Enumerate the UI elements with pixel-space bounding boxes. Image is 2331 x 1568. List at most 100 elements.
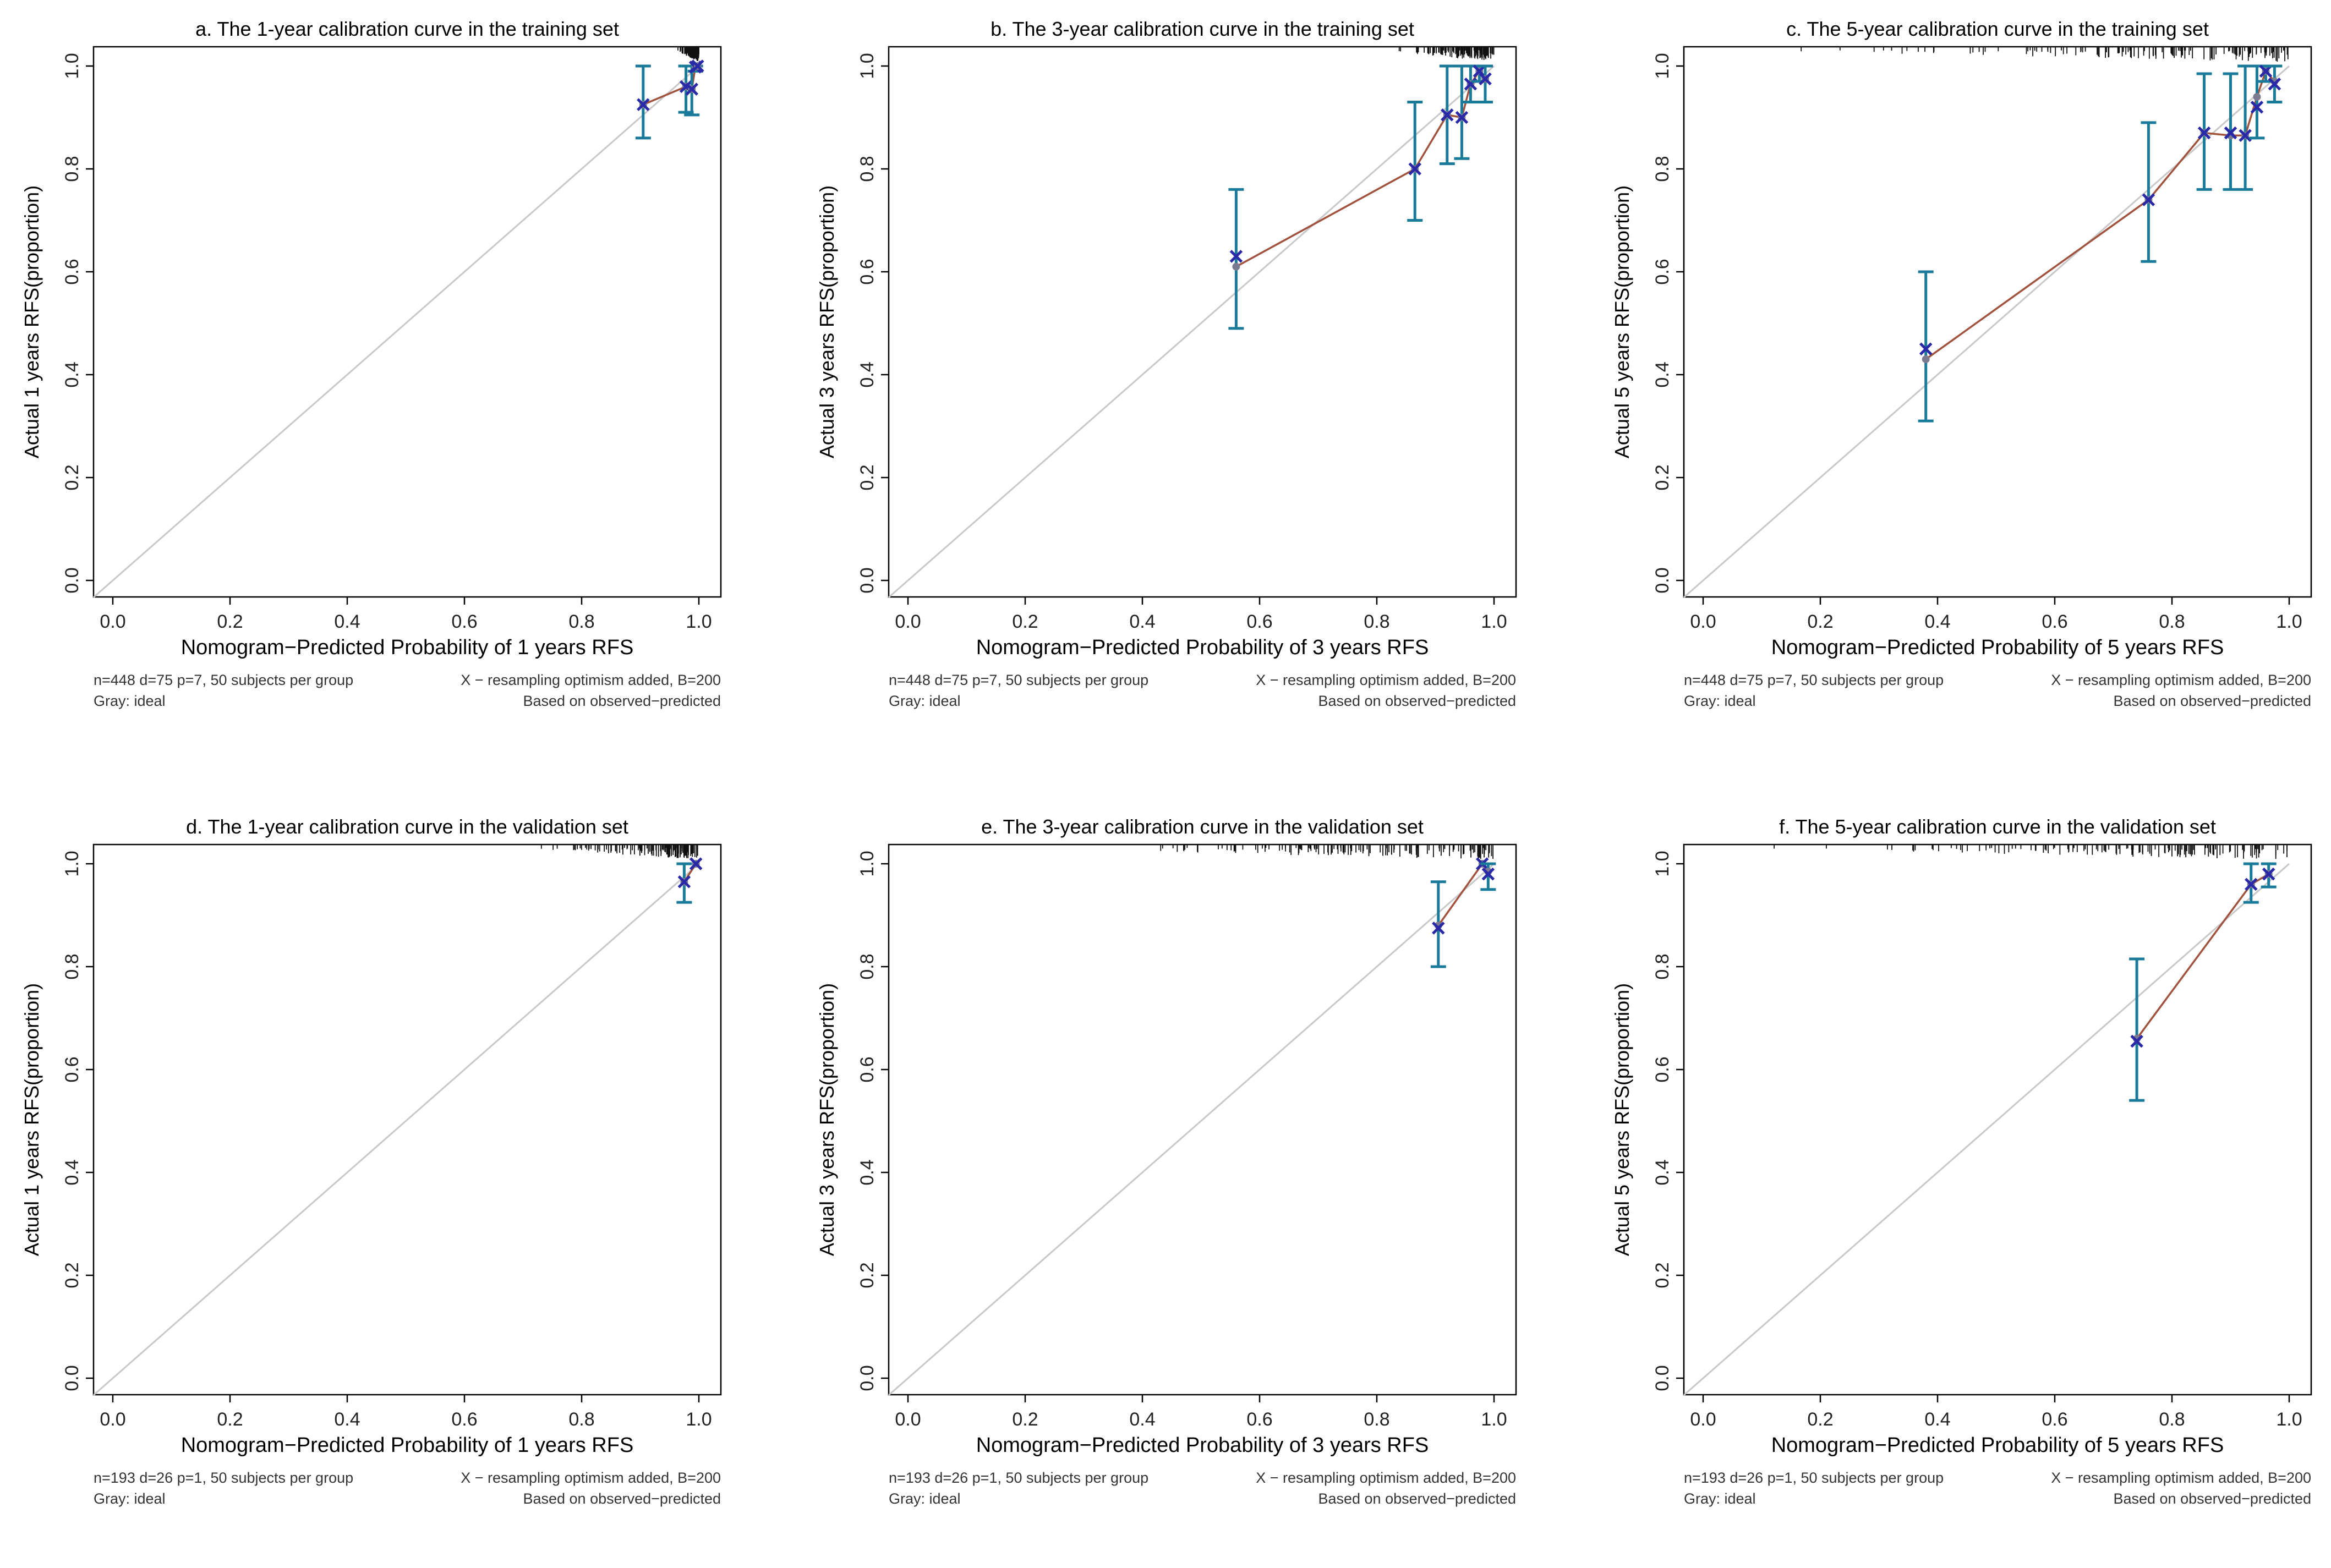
x-axis-label: Nomogram−Predicted Probability of 1 year… — [181, 636, 634, 659]
calibration-chart: f. The 5-year calibration curve in the v… — [1611, 815, 2312, 1507]
x-tick-label: 0.6 — [2042, 1409, 2067, 1430]
calibration-footnote: X − resampling optimism added, B=200 — [461, 1470, 721, 1486]
x-tick-label: 0.4 — [334, 611, 360, 632]
y-tick-label: 0.0 — [62, 1365, 83, 1391]
x-tick-label: 1.0 — [686, 1409, 712, 1430]
bias-corrected-marker — [2245, 878, 2258, 891]
y-axis-label: Actual 1 years RFS(proportion) — [20, 983, 43, 1256]
bias-corrected-marker — [2142, 193, 2155, 206]
bias-corrected-marker — [1441, 108, 1454, 122]
y-tick-label: 0.8 — [857, 953, 878, 979]
y-tick-label: 0.2 — [857, 1262, 878, 1288]
calibration-panel: e. The 3-year calibration curve in the v… — [795, 798, 1593, 1524]
ideal-line — [1683, 65, 2290, 598]
x-tick-label: 0.2 — [217, 611, 243, 632]
ideal-line — [888, 863, 1495, 1396]
calibration-panel: a. The 1-year calibration curve in the t… — [0, 0, 798, 726]
y-tick-label: 0.4 — [1652, 1159, 1673, 1185]
x-tick-label: 0.6 — [2042, 611, 2067, 632]
x-axis-label: Nomogram−Predicted Probability of 3 year… — [976, 636, 1429, 659]
calibration-footnote: X − resampling optimism added, B=200 — [1256, 672, 1516, 688]
calibration-chart: c. The 5-year calibration curve in the t… — [1611, 18, 2312, 709]
bias-corrected-marker — [1479, 72, 1492, 86]
calibration-footnote: Gray: ideal — [1684, 1490, 1756, 1507]
calibration-footnote: n=193 d=26 p=1, 50 subjects per group — [889, 1470, 1148, 1486]
calibration-panel: c. The 5-year calibration curve in the t… — [1590, 0, 2331, 726]
plot-frame — [1683, 843, 2312, 1396]
x-tick-label: 1.0 — [1481, 611, 1507, 632]
x-tick-label: 0.4 — [1129, 611, 1155, 632]
x-axis-label: Nomogram−Predicted Probability of 5 year… — [1771, 1434, 2224, 1457]
y-axis-label: Actual 3 years RFS(proportion) — [816, 185, 838, 458]
calibration-footnote: Based on observed−predicted — [2113, 693, 2311, 709]
x-tick-label: 0.6 — [451, 1409, 477, 1430]
y-tick-label: 0.6 — [857, 259, 878, 284]
calibration-footnote: Based on observed−predicted — [1318, 1490, 1516, 1507]
calibration-footnote: n=448 d=75 p=7, 50 subjects per group — [94, 672, 353, 688]
y-tick-label: 0.6 — [857, 1056, 878, 1082]
calibration-chart: a. The 1-year calibration curve in the t… — [20, 18, 722, 709]
x-tick-label: 0.4 — [1924, 611, 1950, 632]
x-tick-label: 0.8 — [1364, 1409, 1389, 1430]
y-tick-label: 1.0 — [62, 53, 83, 79]
chart-title: d. The 1-year calibration curve in the v… — [186, 815, 628, 838]
observed-point — [1232, 262, 1240, 271]
calibration-footnote: n=193 d=26 p=1, 50 subjects per group — [1684, 1470, 1944, 1486]
y-tick-label: 0.2 — [62, 1262, 83, 1288]
ideal-line — [1683, 863, 2290, 1396]
y-tick-label: 0.2 — [1652, 464, 1673, 490]
x-tick-label: 0.2 — [1807, 611, 1833, 632]
calibration-panel: b. The 3-year calibration curve in the t… — [795, 0, 1593, 726]
rug-marks — [1801, 47, 2289, 62]
x-tick-label: 0.8 — [568, 1409, 594, 1430]
calibration-footnote: X − resampling optimism added, B=200 — [2051, 1470, 2311, 1486]
y-tick-label: 0.4 — [857, 361, 878, 387]
x-tick-label: 0.0 — [100, 1409, 125, 1430]
x-tick-label: 0.8 — [2159, 1409, 2185, 1430]
bias-corrected-marker — [2224, 126, 2237, 140]
chart-title: c. The 5-year calibration curve in the t… — [1786, 18, 2209, 40]
plot-frame — [888, 46, 1517, 598]
y-tick-label: 0.6 — [1652, 1056, 1673, 1082]
y-tick-label: 0.6 — [62, 259, 83, 284]
x-tick-label: 0.6 — [1246, 611, 1272, 632]
calibration-chart: d. The 1-year calibration curve in the v… — [20, 815, 722, 1507]
chart-title: b. The 3-year calibration curve in the t… — [991, 18, 1414, 40]
bias-corrected-marker — [2239, 129, 2252, 142]
bias-corrected-marker — [2262, 867, 2275, 881]
x-tick-label: 0.4 — [334, 1409, 360, 1430]
x-tick-label: 0.2 — [1807, 1409, 1833, 1430]
ideal-line — [888, 65, 1495, 598]
y-tick-label: 1.0 — [1652, 53, 1673, 79]
y-tick-label: 1.0 — [62, 851, 83, 876]
bias-corrected-marker — [2268, 77, 2281, 91]
chart-title: e. The 3-year calibration curve in the v… — [981, 815, 1424, 838]
chart-title: f. The 5-year calibration curve in the v… — [1779, 815, 2216, 838]
x-tick-label: 0.2 — [217, 1409, 243, 1430]
rug-marks — [1160, 845, 1493, 859]
calibration-chart: e. The 3-year calibration curve in the v… — [816, 815, 1517, 1507]
plot-frame — [888, 843, 1517, 1396]
x-tick-label: 0.0 — [895, 611, 921, 632]
y-tick-label: 0.8 — [857, 156, 878, 182]
y-tick-label: 0.6 — [1652, 259, 1673, 284]
plot-frame — [92, 843, 722, 1396]
calibration-panel: d. The 1-year calibration curve in the v… — [0, 798, 798, 1524]
calibration-footnote: Based on observed−predicted — [1318, 693, 1516, 709]
rug-marks — [677, 47, 699, 61]
chart-title: a. The 1-year calibration curve in the t… — [195, 18, 619, 40]
ideal-line — [93, 65, 699, 598]
y-tick-label: 0.8 — [1652, 156, 1673, 182]
calibration-footnote: Based on observed−predicted — [2113, 1490, 2311, 1507]
y-tick-label: 1.0 — [857, 53, 878, 79]
y-tick-label: 0.4 — [1652, 361, 1673, 387]
ideal-line — [93, 863, 699, 1396]
y-tick-label: 0.0 — [1652, 1365, 1673, 1391]
calibration-footnote: n=193 d=26 p=1, 50 subjects per group — [94, 1470, 353, 1486]
x-tick-label: 0.0 — [100, 611, 125, 632]
y-tick-label: 0.4 — [857, 1159, 878, 1185]
calibration-footnote: Gray: ideal — [94, 693, 166, 709]
y-tick-label: 0.0 — [62, 567, 83, 593]
calibration-footnote: X − resampling optimism added, B=200 — [2051, 672, 2311, 688]
y-tick-label: 0.0 — [857, 567, 878, 593]
